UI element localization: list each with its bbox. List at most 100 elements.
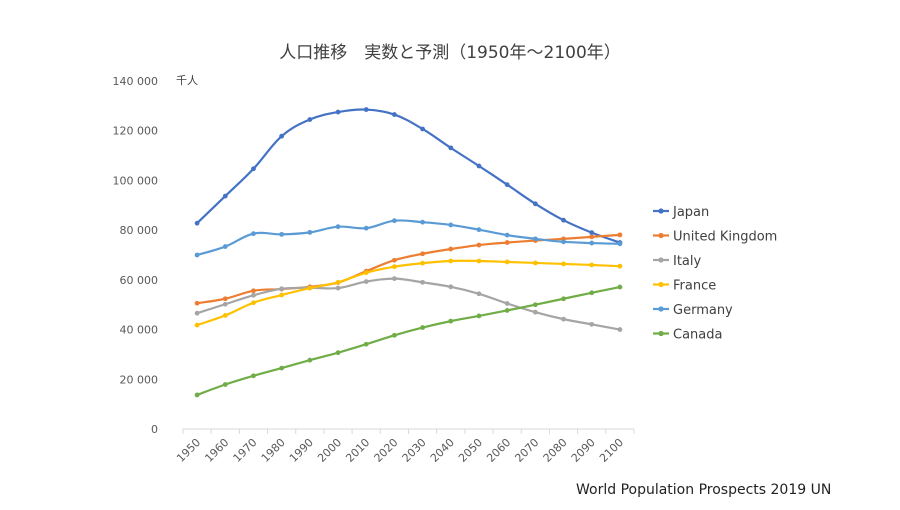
data-point-canada bbox=[194, 392, 200, 398]
data-point-united-kingdom bbox=[589, 234, 595, 240]
data-point-canada bbox=[561, 296, 566, 302]
x-tick-label: 1960 bbox=[202, 436, 231, 465]
data-point-japan bbox=[307, 117, 313, 122]
data-point-japan bbox=[251, 166, 256, 172]
data-point-canada bbox=[420, 325, 425, 330]
data-point-canada bbox=[279, 365, 285, 371]
data-point-france bbox=[448, 258, 454, 264]
y-axis-unit-label: 千人 bbox=[176, 74, 198, 87]
data-point-canada bbox=[363, 341, 369, 347]
data-point-germany bbox=[420, 219, 425, 225]
data-point-france bbox=[279, 292, 285, 298]
series-line-japan bbox=[195, 108, 622, 244]
data-point-japan bbox=[363, 107, 369, 112]
data-point-france bbox=[420, 260, 425, 266]
y-tick-label: 0 bbox=[151, 423, 158, 436]
data-point-italy bbox=[448, 284, 454, 290]
data-point-canada bbox=[589, 290, 595, 296]
data-point-canada bbox=[222, 382, 228, 387]
data-point-france bbox=[589, 262, 595, 268]
legend-label-italy: Italy bbox=[673, 254, 702, 269]
data-point-germany bbox=[392, 218, 397, 224]
data-point-italy bbox=[617, 327, 623, 332]
x-tick-label: 2040 bbox=[428, 436, 457, 465]
data-point-italy bbox=[392, 276, 397, 282]
data-point-canada bbox=[532, 302, 538, 308]
legend-marker-japan bbox=[658, 208, 664, 214]
source-note: World Population Prospects 2019 UN bbox=[576, 482, 832, 498]
data-point-japan bbox=[420, 126, 425, 132]
data-point-germany bbox=[448, 222, 454, 228]
y-tick-label: 120 000 bbox=[113, 125, 159, 138]
data-point-canada bbox=[251, 373, 256, 379]
data-point-canada bbox=[617, 284, 623, 290]
x-tick-label: 2050 bbox=[456, 436, 485, 465]
data-point-japan bbox=[589, 230, 595, 236]
data-point-japan bbox=[448, 145, 454, 151]
data-point-germany bbox=[476, 227, 482, 233]
y-tick-label: 100 000 bbox=[113, 174, 159, 187]
data-point-japan bbox=[532, 201, 538, 207]
data-point-france bbox=[363, 270, 369, 276]
series-line-italy bbox=[195, 277, 622, 331]
y-tick-label: 40 000 bbox=[120, 324, 159, 337]
data-point-japan bbox=[222, 193, 228, 199]
data-point-japan bbox=[279, 133, 285, 139]
data-point-italy bbox=[589, 321, 595, 327]
data-point-canada bbox=[392, 332, 397, 338]
data-point-germany bbox=[194, 252, 200, 258]
data-point-italy bbox=[561, 316, 566, 322]
legend-marker-canada bbox=[658, 330, 664, 337]
legend-marker-united-kingdom bbox=[658, 232, 664, 239]
data-point-germany bbox=[251, 231, 256, 237]
data-point-france bbox=[222, 313, 228, 318]
data-point-germany bbox=[532, 236, 538, 242]
data-point-germany bbox=[222, 244, 228, 249]
series-line-france bbox=[195, 259, 622, 327]
legend-label-japan: Japan bbox=[672, 205, 709, 220]
data-point-japan bbox=[194, 220, 200, 226]
legend-marker-italy bbox=[658, 257, 664, 263]
data-point-japan bbox=[561, 217, 566, 223]
y-tick-label: 80 000 bbox=[120, 224, 159, 237]
data-point-canada bbox=[476, 313, 482, 319]
legend-marker-france bbox=[658, 281, 664, 288]
data-point-canada bbox=[335, 350, 341, 356]
y-tick-label: 20 000 bbox=[120, 373, 159, 386]
data-point-germany bbox=[617, 241, 623, 247]
data-point-japan bbox=[335, 109, 341, 115]
data-point-france bbox=[532, 260, 538, 266]
data-point-germany bbox=[363, 225, 369, 231]
data-point-germany bbox=[504, 232, 510, 238]
data-point-united-kingdom bbox=[392, 257, 397, 263]
x-tick-label: 2080 bbox=[541, 436, 570, 465]
data-point-italy bbox=[504, 301, 510, 306]
series-line-canada bbox=[195, 285, 622, 397]
data-point-japan bbox=[476, 163, 482, 169]
data-point-united-kingdom bbox=[194, 300, 200, 306]
data-point-united-kingdom bbox=[420, 251, 425, 257]
legend-label-france: France bbox=[673, 279, 716, 294]
data-point-italy bbox=[420, 279, 425, 285]
x-tick-label: 2030 bbox=[400, 436, 429, 465]
data-point-italy bbox=[279, 286, 285, 292]
data-point-canada bbox=[307, 357, 313, 363]
series-line-germany bbox=[195, 219, 622, 257]
legend-label-united-kingdom: United Kingdom bbox=[673, 230, 777, 245]
data-point-germany bbox=[279, 231, 285, 237]
x-tick-label: 2020 bbox=[372, 436, 401, 465]
legend-label-germany: Germany bbox=[673, 303, 733, 318]
data-point-japan bbox=[504, 182, 510, 188]
data-point-italy bbox=[532, 309, 538, 315]
data-point-france bbox=[335, 279, 341, 285]
y-tick-label: 140 000 bbox=[113, 75, 159, 88]
data-point-germany bbox=[307, 229, 313, 235]
data-point-france bbox=[307, 285, 313, 291]
data-point-germany bbox=[335, 224, 341, 230]
data-point-japan bbox=[392, 112, 397, 117]
data-point-italy bbox=[194, 310, 200, 316]
y-tick-label: 60 000 bbox=[120, 274, 159, 287]
data-point-italy bbox=[251, 292, 256, 298]
